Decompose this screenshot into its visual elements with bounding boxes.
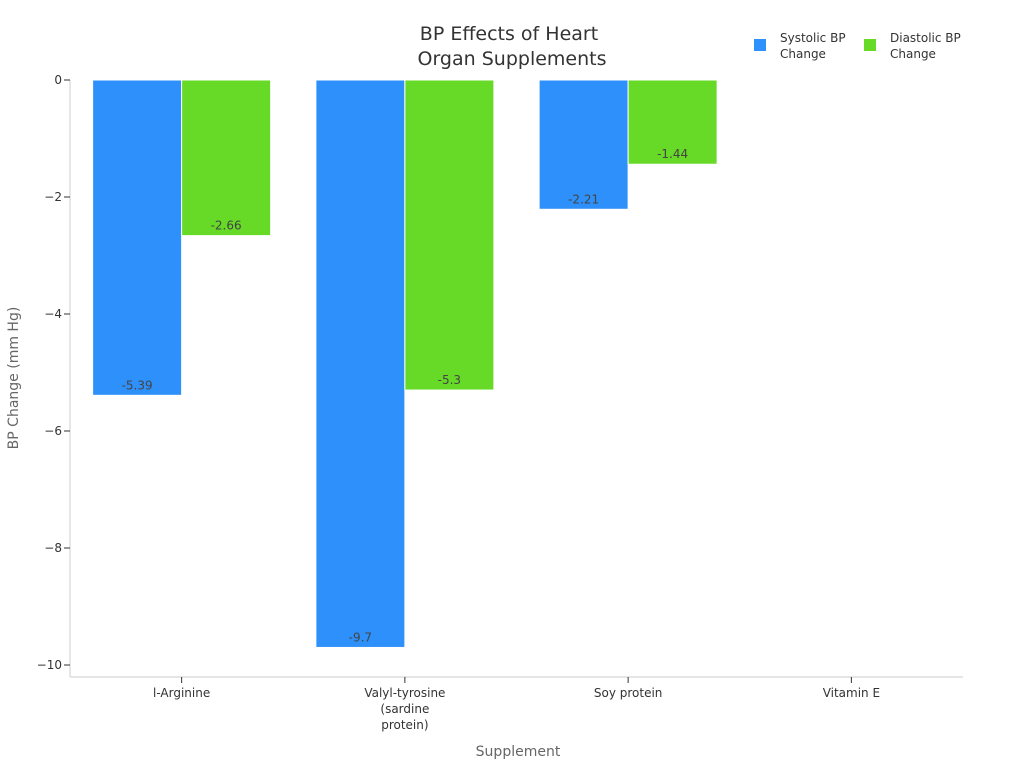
- x-category-label: l-Arginine: [153, 686, 210, 700]
- y-tick-label: −4: [44, 307, 62, 321]
- x-categories: l-Arginine Valyl-tyrosine (sardine protein)…: [153, 677, 880, 732]
- bar-value-label: -5.39: [122, 378, 153, 392]
- chart-title-line-1: BP Effects of Heart: [420, 23, 598, 45]
- y-axis-label: BP Change (mm Hg): [6, 307, 22, 450]
- chart-title: BP Effects of Heart Organ Supplements: [418, 23, 607, 70]
- y-tick-label: −6: [44, 424, 62, 438]
- bars: -5.39 -2.66 -9.7 -5.3 -2.21 -1.44: [92, 79, 718, 648]
- x-category-label-line: Vitamin E: [823, 686, 880, 700]
- bar-value-label: -2.66: [211, 219, 242, 233]
- bar-value-label: -5.3: [438, 373, 461, 387]
- diastolic-bar: [404, 79, 495, 391]
- legend: Systolic BP Change Diastolic BP Change: [754, 31, 961, 61]
- x-category-label-line: protein): [381, 718, 428, 732]
- x-axis-label: Supplement: [476, 744, 561, 760]
- x-category-label-line: Valyl-tyrosine: [364, 686, 445, 700]
- bar-value-label: -2.21: [568, 192, 599, 206]
- systolic-bar: [92, 79, 183, 396]
- x-category-label-line: (sardine: [380, 702, 429, 716]
- legend-label-line: Change: [890, 47, 936, 61]
- x-category-label-line: l-Arginine: [153, 686, 210, 700]
- legend-label: Diastolic BP Change: [890, 31, 961, 61]
- diastolic-bar: [627, 79, 718, 165]
- bar-value-label: -9.7: [349, 630, 372, 644]
- legend-label-line: Change: [780, 47, 826, 61]
- bar-value-label: -1.44: [657, 147, 688, 161]
- systolic-bar: [315, 79, 406, 648]
- legend-swatch-systolic: [754, 39, 766, 51]
- y-ticks: 0 −2 −4 −6 −8 −10: [37, 73, 70, 672]
- diastolic-bar: [181, 79, 272, 237]
- x-category-label: Soy protein: [594, 686, 663, 700]
- x-category-label: Valyl-tyrosine (sardine protein): [364, 686, 445, 732]
- y-tick-label: 0: [54, 73, 62, 87]
- legend-label-line: Diastolic BP: [890, 31, 961, 45]
- chart-title-line-2: Organ Supplements: [418, 48, 607, 70]
- y-tick-label: −8: [44, 541, 62, 555]
- legend-swatch-diastolic: [864, 39, 876, 51]
- y-tick-label: −10: [37, 658, 62, 672]
- legend-label-line: Systolic BP: [780, 31, 846, 45]
- x-category-label: Vitamin E: [823, 686, 880, 700]
- legend-label: Systolic BP Change: [780, 31, 846, 61]
- systolic-bar: [538, 79, 629, 210]
- x-category-label-line: Soy protein: [594, 686, 663, 700]
- y-tick-label: −2: [44, 190, 62, 204]
